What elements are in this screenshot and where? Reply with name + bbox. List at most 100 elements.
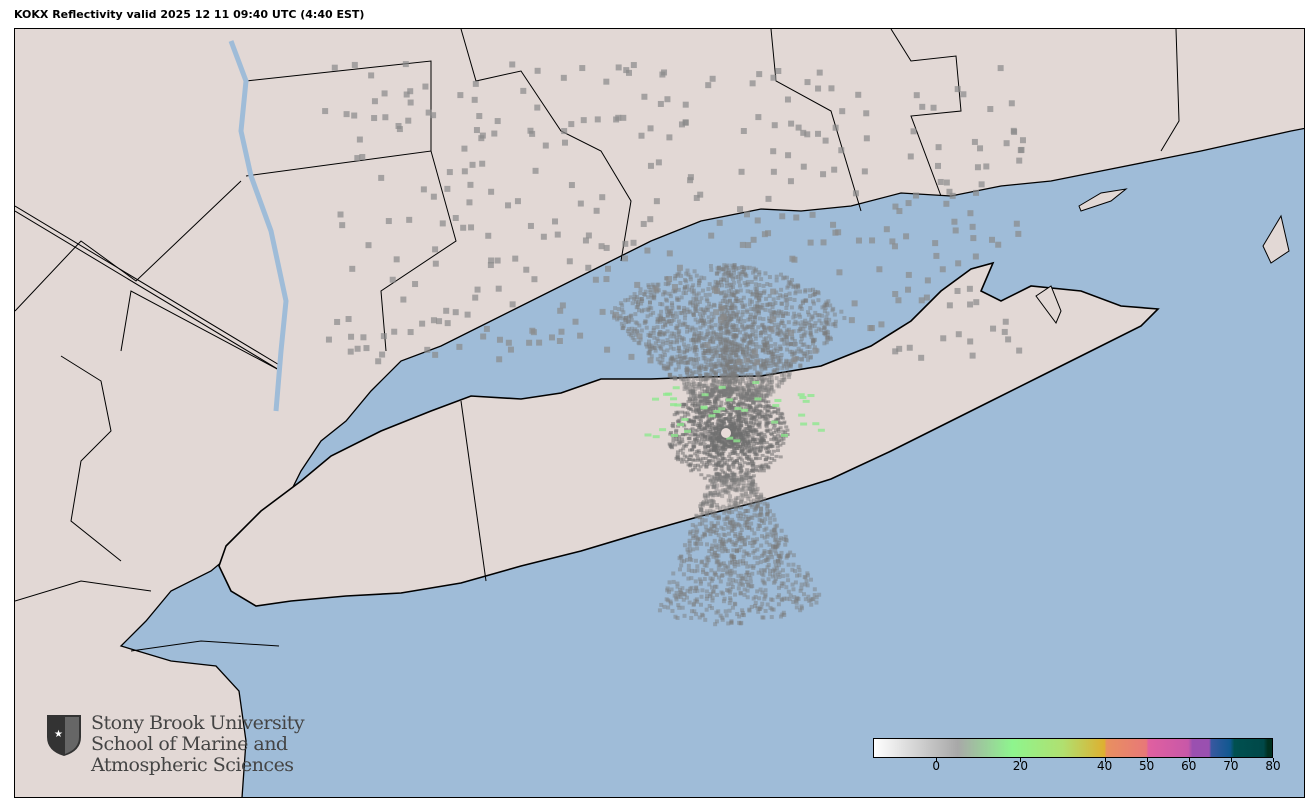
echo-pixel (705, 349, 710, 354)
echo-pixel (693, 437, 698, 441)
echo-pixel (768, 461, 773, 465)
echo-pixel (713, 345, 718, 350)
echo-pixel (705, 396, 710, 401)
echo-pixel (713, 371, 718, 376)
echo-pixel (795, 283, 800, 288)
echo-pixel (779, 301, 784, 306)
echo-pixel (740, 612, 745, 617)
echo-pixel (717, 575, 722, 580)
radar-map[interactable]: ★ Stony Brook University School of Marin… (14, 28, 1305, 798)
echo-pixel (728, 331, 733, 336)
echo-pixel (677, 335, 682, 340)
echo-pixel (755, 393, 760, 398)
echo-pixel (694, 585, 699, 590)
echo-pixel (782, 337, 787, 342)
echo-pixel (730, 554, 735, 559)
colorbar-tick-label: 60 (1181, 759, 1197, 773)
echo-pixel (752, 392, 757, 397)
echo-pixel (813, 289, 818, 294)
echo-pixel (755, 390, 760, 395)
echo-pixel (671, 340, 676, 345)
echo-pixel (791, 562, 796, 567)
echo-pixel (728, 286, 733, 291)
echo-pixel (771, 449, 776, 453)
echo-pixel (740, 369, 745, 374)
echo-pixel (731, 323, 736, 328)
echo-pixel (758, 290, 763, 295)
echo-pixel (728, 407, 733, 411)
echo-pixel (775, 566, 780, 571)
echo-pixel (711, 370, 716, 375)
echo-pixel (779, 528, 784, 533)
echo-pixel (955, 331, 962, 338)
echo-pixel (745, 403, 750, 407)
echo-pixel (711, 485, 716, 490)
echo-pixel (716, 472, 721, 477)
echo-pixel (802, 342, 807, 347)
echo-pixel (729, 365, 734, 370)
echo-pixel (753, 320, 758, 325)
echo-pixel (692, 609, 697, 614)
echo-pixel (736, 379, 741, 384)
echo-pixel (730, 471, 735, 475)
echo-pixel (729, 283, 734, 288)
echo-pixel (694, 297, 699, 302)
echo-pixel (705, 571, 710, 576)
echo-pixel (743, 396, 748, 400)
echo-pixel (709, 426, 714, 430)
echo-pixel (697, 401, 702, 406)
echo-pixel (677, 423, 685, 427)
echo-pixel (679, 360, 684, 365)
echo-pixel (751, 565, 756, 570)
echo-pixel (772, 538, 777, 543)
echo-pixel (715, 350, 720, 355)
echo-pixel (662, 322, 667, 327)
echo-pixel (732, 390, 737, 395)
echo-pixel (726, 315, 731, 320)
echo-pixel (683, 385, 688, 390)
echo-pixel (743, 326, 748, 331)
echo-pixel (735, 560, 740, 565)
echo-pixel (714, 592, 719, 597)
echo-pixel (787, 363, 792, 368)
echo-pixel (797, 312, 802, 317)
echo-pixel (768, 337, 773, 342)
echo-pixel (708, 393, 713, 398)
echo-pixel (700, 503, 705, 508)
echo-pixel (665, 365, 670, 370)
echo-pixel (694, 370, 699, 375)
echo-pixel (721, 338, 726, 343)
echo-pixel (781, 313, 786, 318)
echo-pixel (345, 316, 352, 323)
echo-pixel (724, 363, 729, 368)
echo-pixel (693, 401, 698, 405)
echo-pixel (718, 435, 723, 439)
echo-pixel (762, 359, 767, 364)
echo-pixel (775, 441, 780, 445)
echo-pixel (759, 518, 764, 523)
echo-pixel (532, 167, 539, 174)
echo-pixel (703, 571, 708, 576)
echo-pixel (732, 555, 737, 560)
echo-pixel (905, 271, 912, 278)
echo-pixel (724, 361, 729, 366)
echo-pixel (807, 325, 812, 330)
echo-pixel (769, 385, 774, 390)
echo-pixel (719, 321, 724, 326)
echo-pixel (697, 191, 704, 198)
echo-pixel (347, 348, 354, 355)
echo-pixel (703, 456, 708, 460)
echo-pixel (694, 345, 699, 350)
echo-pixel (649, 293, 654, 298)
echo-pixel (733, 451, 738, 455)
echo-pixel (728, 365, 733, 370)
echo-pixel (750, 236, 757, 243)
echo-pixel (746, 516, 751, 521)
echo-pixel (714, 462, 719, 466)
echo-pixel (740, 464, 745, 468)
echo-pixel (762, 325, 767, 330)
echo-pixel (731, 328, 736, 333)
echo-pixel (767, 374, 772, 379)
echo-pixel (708, 331, 713, 336)
echo-pixel (680, 377, 685, 382)
